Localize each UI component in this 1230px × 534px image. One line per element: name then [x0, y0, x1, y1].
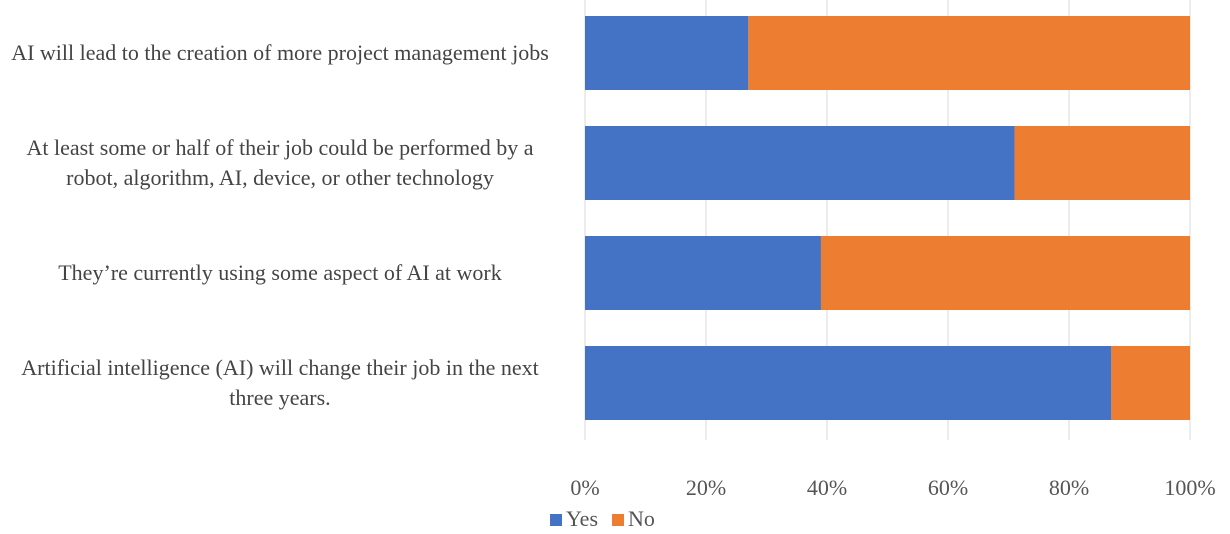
- x-tick-label: 40%: [807, 475, 847, 500]
- bar-segment: [1014, 126, 1190, 200]
- x-tick-label: 20%: [686, 475, 726, 500]
- bar-segment: [585, 346, 1112, 420]
- category-label: They’re currently using some aspect of A…: [58, 260, 502, 285]
- bar-segment: [585, 126, 1015, 200]
- legend-swatch: [550, 514, 562, 526]
- bar-segment: [748, 16, 1190, 90]
- x-tick-label: 60%: [928, 475, 968, 500]
- category-label: At least some or half of their job could…: [26, 135, 534, 190]
- legend-swatch: [612, 514, 625, 526]
- x-tick-label: 0%: [570, 475, 599, 500]
- bar-segment: [585, 16, 749, 90]
- bar-segment: [1111, 346, 1190, 420]
- bar-segment: [585, 236, 821, 310]
- bar-segment: [820, 236, 1190, 310]
- category-label: AI will lead to the creation of more pro…: [11, 40, 549, 65]
- legend-label: No: [628, 506, 655, 531]
- x-tick-label: 100%: [1164, 475, 1215, 500]
- legend-label: Yes: [566, 506, 598, 531]
- x-tick-label: 80%: [1049, 475, 1089, 500]
- category-label: Artificial intelligence (AI) will change…: [21, 355, 539, 410]
